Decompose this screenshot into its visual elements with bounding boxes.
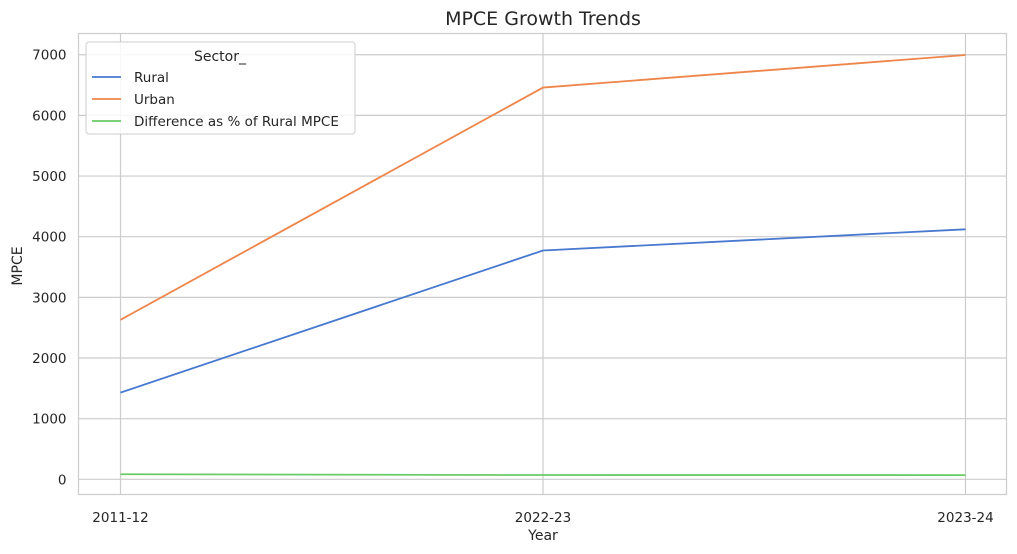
plot-frame — [77, 32, 1008, 496]
x-axis-label: Year — [527, 528, 558, 544]
y-tick-label: 6000 — [32, 108, 66, 124]
legend-label-0: Rural — [134, 70, 169, 86]
y-tick-label: 3000 — [32, 290, 66, 306]
axis-ticks: 0 1000 2000 3000 4000 5000 6000 7000 2011-12 2022… — [32, 48, 994, 526]
y-tick-label: 4000 — [32, 230, 66, 246]
legend-label-2: Difference as % of Rural MPCE — [134, 114, 339, 130]
x-tick-label: 2022-23 — [515, 510, 571, 526]
y-tick-label: 2000 — [32, 351, 66, 367]
y-tick-label: 0 — [58, 472, 67, 488]
x-tick-label: 2023-24 — [937, 510, 993, 526]
legend-box — [85, 41, 356, 135]
y-tick-label: 7000 — [32, 48, 66, 64]
series-lines — [120, 54, 966, 476]
y-axis-label: MPCE — [10, 246, 26, 285]
x-tick-label: 2011-12 — [92, 510, 148, 526]
legend-label-1: Urban — [134, 92, 175, 108]
series-line-0 — [120, 228, 966, 394]
y-tick-label: 5000 — [32, 169, 66, 185]
series-line-1 — [120, 54, 966, 321]
series-line-2 — [120, 473, 966, 476]
chart-title: MPCE Growth Trends — [445, 8, 641, 30]
y-tick-label: 1000 — [32, 412, 66, 428]
legend-title: Sector_ — [194, 49, 247, 65]
legend: Sector_ Rural Urban Difference as % of Rur… — [85, 41, 356, 135]
